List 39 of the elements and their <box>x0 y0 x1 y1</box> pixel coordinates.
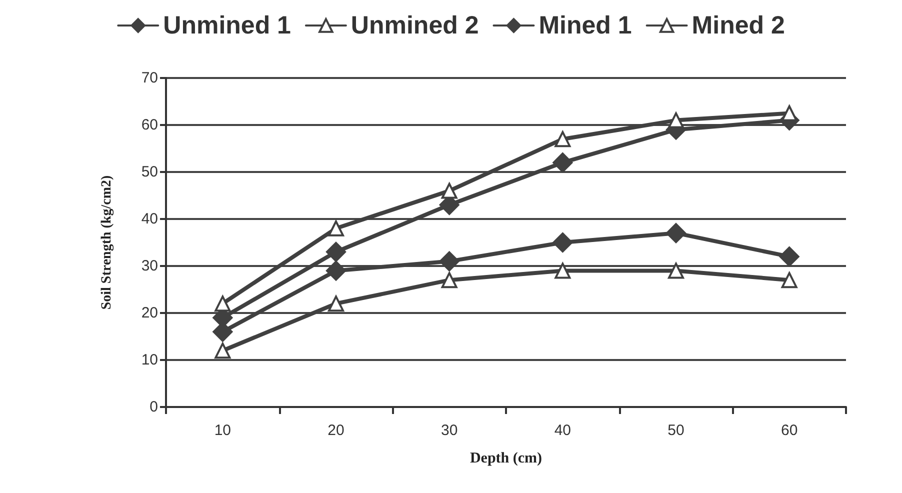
legend-label: Unmined 1 <box>163 12 292 40</box>
y-tick-label: 20 <box>141 304 158 322</box>
legend-label: Mined 1 <box>538 12 632 40</box>
legend-label: Unmined 2 <box>350 12 479 40</box>
y-axis-title: Soil Strength (kg/cm2) <box>100 175 114 310</box>
point <box>441 182 458 199</box>
x-axis-title: Depth (cm) <box>470 450 542 466</box>
x-tick-label: 60 <box>780 422 798 439</box>
point <box>781 272 798 288</box>
point <box>328 296 344 312</box>
x-tick-label: 30 <box>440 422 458 439</box>
point <box>668 112 684 128</box>
x-tick-label: 10 <box>214 422 232 439</box>
point <box>326 260 346 281</box>
point <box>326 242 346 262</box>
point <box>554 131 571 148</box>
point <box>666 223 686 244</box>
point <box>779 246 800 267</box>
point <box>668 262 684 279</box>
x-tick-label: 50 <box>668 422 684 439</box>
legend-label: Mined 2 <box>692 12 785 40</box>
point <box>441 272 458 288</box>
y-tick-label: 60 <box>141 116 158 134</box>
point <box>328 220 344 236</box>
y-tick-label: 0 <box>150 398 158 416</box>
y-tick-label: 30 <box>141 258 158 274</box>
x-tick-label: 40 <box>554 422 572 439</box>
point <box>552 232 573 252</box>
point <box>552 152 573 173</box>
y-tick-label: 10 <box>141 352 158 368</box>
point <box>554 262 571 279</box>
x-tick-label: 20 <box>328 422 344 439</box>
point <box>214 342 231 359</box>
point <box>439 251 460 272</box>
y-tick-label: 70 <box>141 70 158 86</box>
point <box>214 296 231 312</box>
point <box>781 105 798 122</box>
y-tick-label: 40 <box>141 210 158 228</box>
y-tick-label: 50 <box>141 164 158 180</box>
